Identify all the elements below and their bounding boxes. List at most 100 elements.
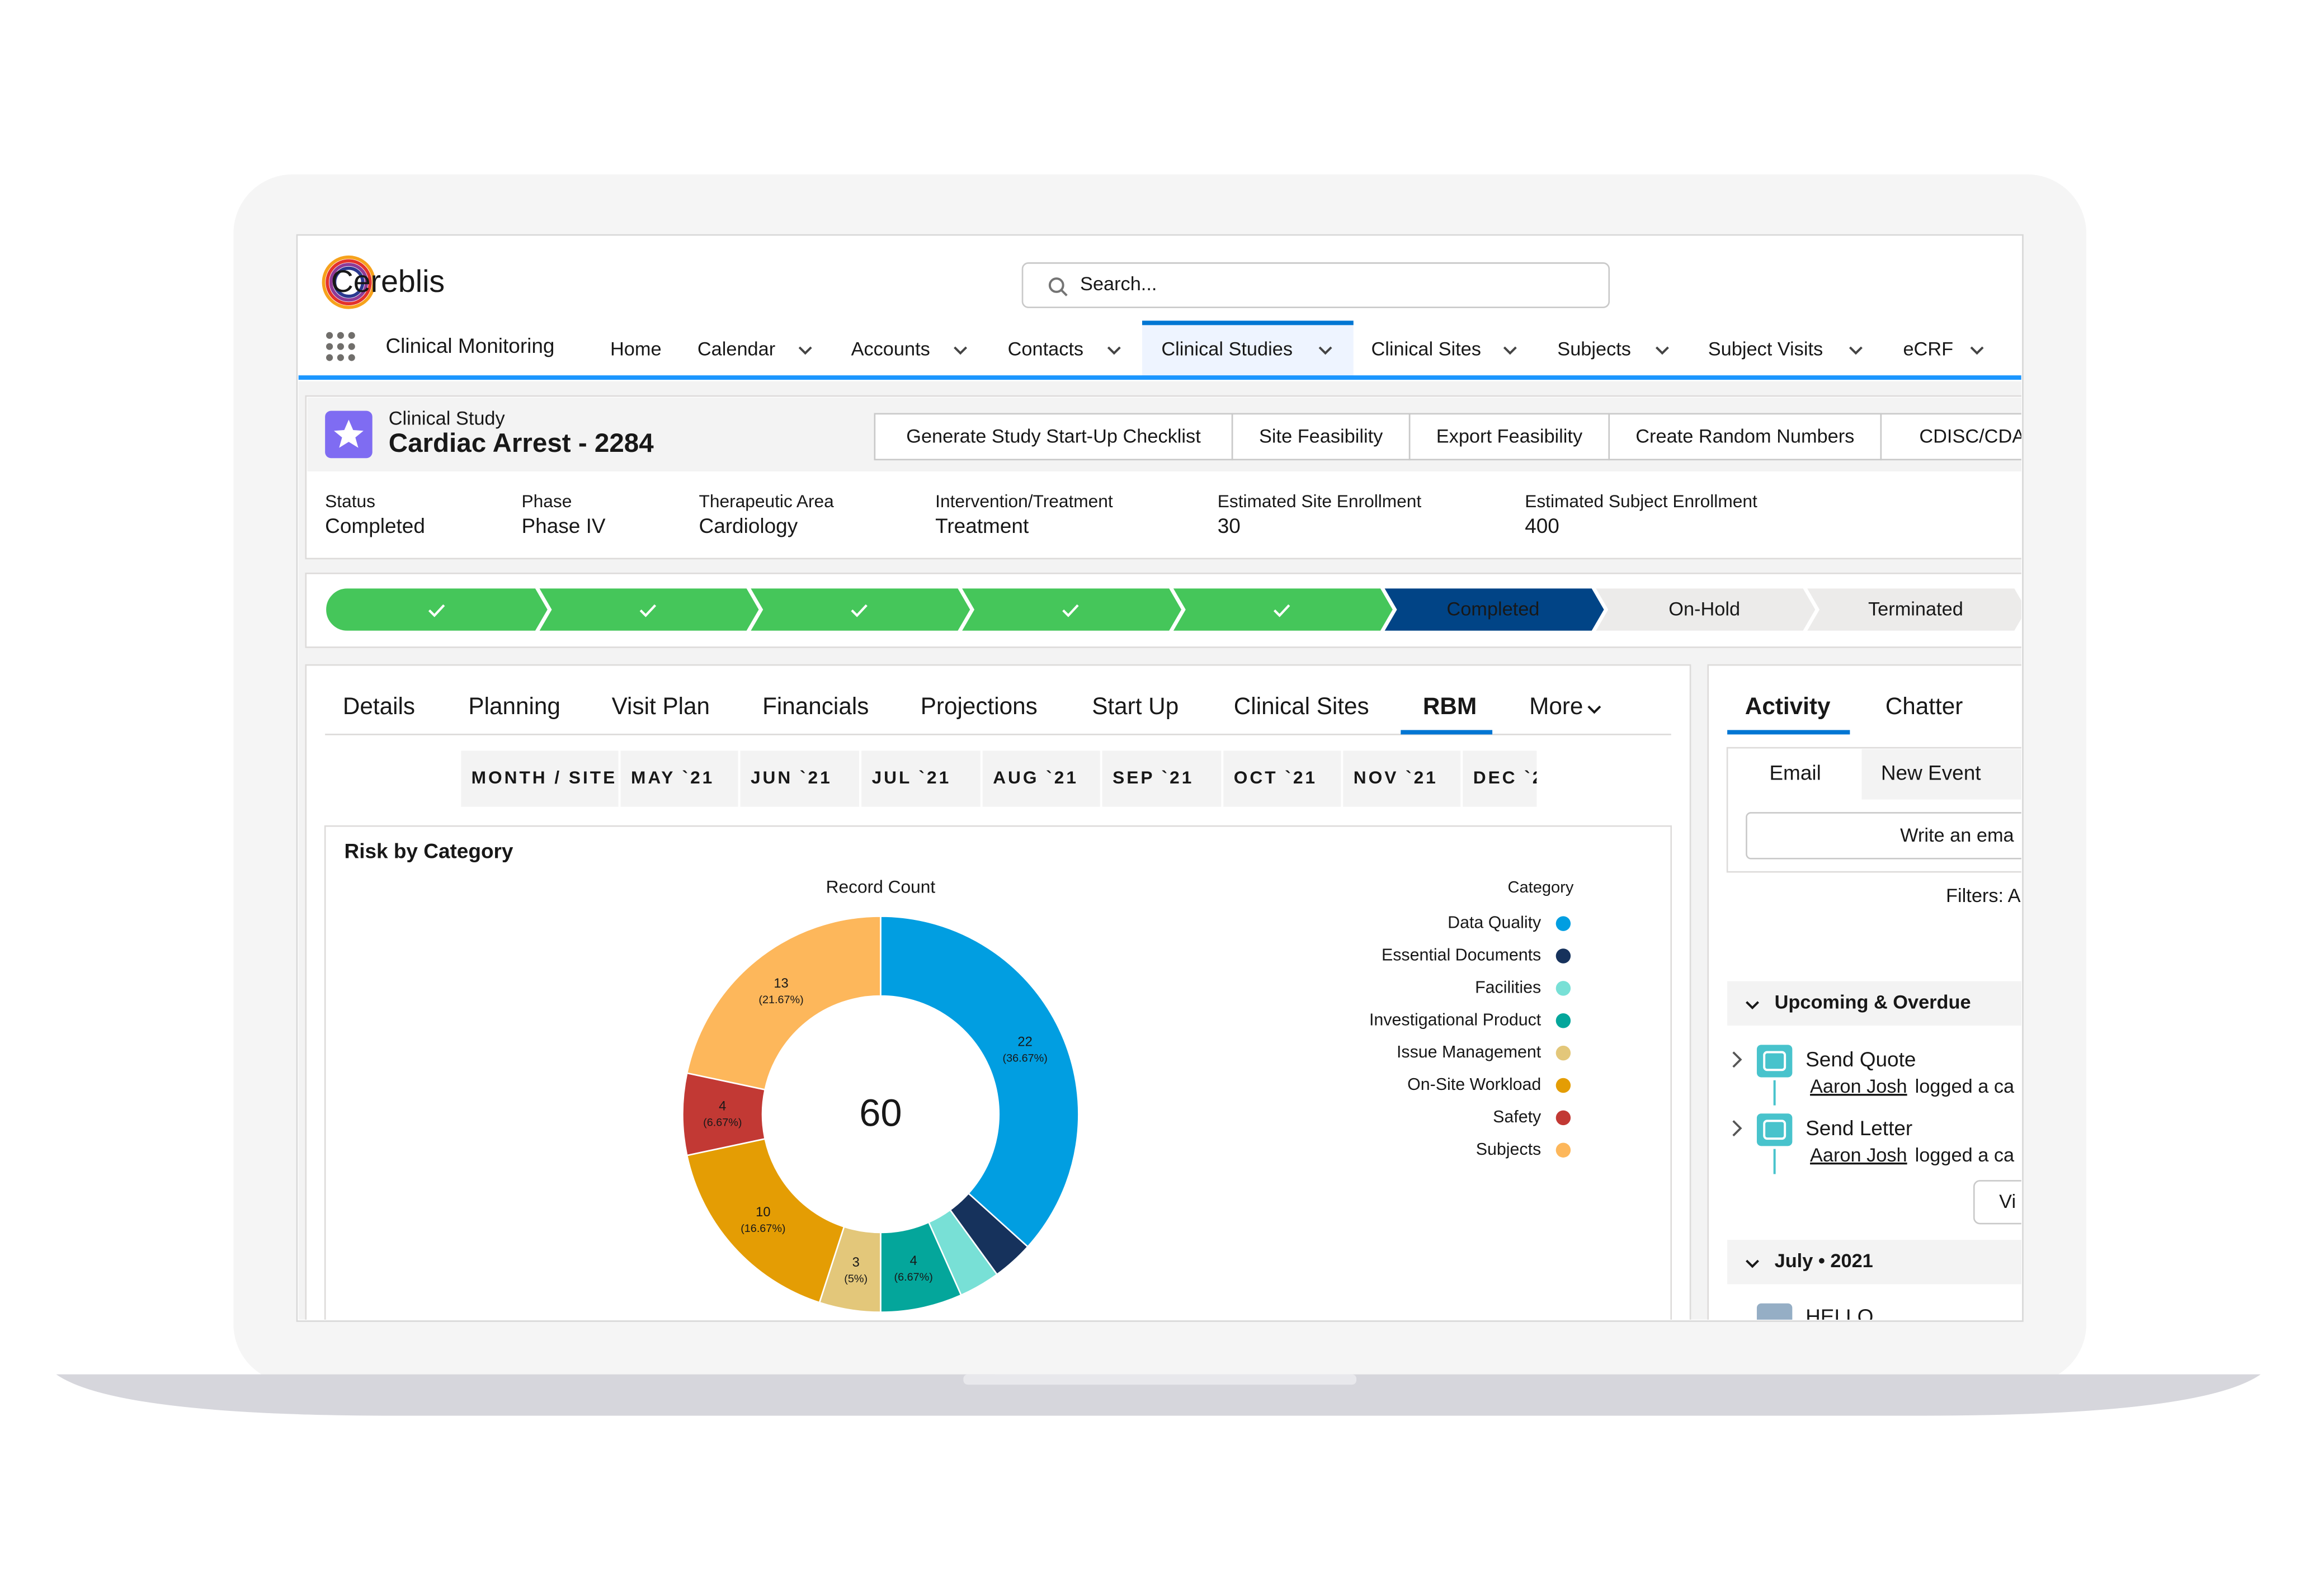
tab[interactable]: Start Up <box>1092 693 1179 719</box>
chevron-icon <box>1587 705 1601 714</box>
path-step[interactable] <box>1800 584 2029 635</box>
tab[interactable]: Visit Plan <box>612 693 710 719</box>
logo: Cereblis <box>331 264 445 299</box>
pie-slice[interactable] <box>686 915 882 1091</box>
app-launcher-dot[interactable] <box>326 354 333 361</box>
app-launcher-dot[interactable] <box>337 343 344 350</box>
timeline-label[interactable]: MONTH / SITE <box>472 767 618 787</box>
search-box[interactable] <box>1021 262 1610 308</box>
donut-total: 60 <box>859 1091 902 1134</box>
tab[interactable]: Clinical Sites <box>1234 693 1369 719</box>
slice-percent: (36.67%) <box>1002 1052 1047 1065</box>
legend-label: Safety <box>1493 1107 1542 1126</box>
view-button-label[interactable]: Vi <box>1999 1191 2016 1212</box>
nav-item[interactable]: Clinical Studies <box>1161 338 1293 360</box>
chart-title: Record Count <box>826 877 936 897</box>
field-value: Completed <box>325 514 425 537</box>
app-launcher-dot[interactable] <box>337 332 344 339</box>
search-icon <box>1060 289 1068 296</box>
item-who[interactable]: Aaron Josh <box>1810 1145 1907 1166</box>
action-label[interactable]: Create Random Numbers <box>1635 426 1854 447</box>
path-step-complete[interactable] <box>322 584 552 635</box>
chevron-icon <box>1318 346 1332 355</box>
tab[interactable]: More <box>1529 693 1583 719</box>
timeline-label[interactable]: JUN `21 <box>751 767 832 787</box>
app-launcher-dot[interactable] <box>326 332 333 339</box>
check-icon <box>851 604 868 617</box>
timeline-label[interactable]: SEP `21 <box>1113 767 1194 787</box>
compose-tab[interactable]: Email <box>1769 761 1821 784</box>
app-launcher-dot[interactable] <box>348 332 355 339</box>
field-value: Cardiology <box>699 514 798 537</box>
compose-tab[interactable]: New Event <box>1881 761 1981 784</box>
star-icon <box>334 419 364 448</box>
tab[interactable]: Financials <box>762 693 869 719</box>
timeline-cell <box>740 750 860 807</box>
pie-slice[interactable] <box>686 1137 845 1304</box>
action-label[interactable]: Site Feasibility <box>1259 426 1383 447</box>
action-label[interactable]: Export Feasibility <box>1436 426 1583 447</box>
path-step-complete[interactable] <box>955 584 1186 635</box>
timeline-label[interactable]: AUG `21 <box>993 767 1078 787</box>
nav-item[interactable]: Contacts <box>1008 338 1083 360</box>
field-label: Estimated Site Enrollment <box>1218 491 1422 511</box>
action-button[interactable] <box>1231 413 1411 461</box>
laptop-base <box>56 1374 2261 1416</box>
timeline-label[interactable]: OCT `21 <box>1234 767 1317 787</box>
legend-swatch <box>1555 1110 1571 1126</box>
app-launcher-dot[interactable] <box>337 354 344 361</box>
nav-item[interactable]: eCRF <box>1903 338 1953 360</box>
card-title: Risk by Category <box>345 840 513 863</box>
slice-percent: (6.67%) <box>894 1271 933 1283</box>
tab[interactable]: Details <box>343 693 415 719</box>
chevron-icon <box>798 346 812 355</box>
item-title[interactable]: Send Quote <box>1806 1048 1916 1071</box>
timeline-cell <box>982 750 1100 807</box>
timeline-label[interactable]: NOV `21 <box>1354 767 1438 787</box>
timeline-label[interactable]: DEC `21 <box>1473 767 1557 787</box>
item-who[interactable]: Aaron Josh <box>1810 1076 1907 1097</box>
tab[interactable]: Projections <box>921 693 1038 719</box>
path-step-complete[interactable] <box>744 584 975 635</box>
activity-tab[interactable]: Activity <box>1745 693 1831 719</box>
pie-slice[interactable] <box>880 915 1080 1248</box>
view-button[interactable] <box>1973 1180 2048 1225</box>
nav-item[interactable]: Clinical Sites <box>1371 338 1481 360</box>
tab[interactable]: RBM <box>1423 693 1477 719</box>
section-title: Upcoming & Overdue <box>1775 991 1971 1013</box>
item-title[interactable]: Send Letter <box>1806 1117 1912 1140</box>
nav-item[interactable]: Accounts <box>851 338 930 360</box>
timeline-label[interactable]: MAY `21 <box>631 767 714 787</box>
legend-label: Facilities <box>1475 978 1541 997</box>
path-step-label: On-Hold <box>1668 598 1740 620</box>
action-label[interactable]: Generate Study Start-Up Checklist <box>906 426 1201 447</box>
chevron-icon <box>1107 346 1121 355</box>
tab[interactable]: Planning <box>468 693 560 719</box>
timeline-cell <box>620 750 738 807</box>
active-nav-bg <box>1142 322 1354 377</box>
slice-value: 10 <box>756 1205 770 1220</box>
path-step-complete[interactable] <box>1167 584 1397 635</box>
field-label: Phase <box>522 491 572 511</box>
compose-input[interactable] <box>1746 812 2042 860</box>
nav-item[interactable]: Subjects <box>1557 338 1631 360</box>
nav-item[interactable]: Subject Visits <box>1708 338 1823 360</box>
app-launcher-dot[interactable] <box>326 343 333 350</box>
nav-item[interactable]: Home <box>610 338 662 360</box>
app-launcher-dot[interactable] <box>348 354 355 361</box>
legend-swatch <box>1555 1142 1571 1158</box>
item-title[interactable]: HELLO <box>1806 1305 1873 1328</box>
action-button[interactable] <box>874 413 1233 461</box>
path-step-complete[interactable] <box>533 584 763 635</box>
field-value: Treatment <box>935 514 1029 537</box>
legend-label: On-Site Workload <box>1407 1075 1541 1094</box>
timeline-label[interactable]: JUL `21 <box>872 767 951 787</box>
nav-item[interactable]: Calendar <box>697 338 775 360</box>
legend-swatch <box>1555 948 1571 964</box>
activity-tab[interactable]: Chatter <box>1886 693 1963 719</box>
app-launcher-dot[interactable] <box>348 343 355 350</box>
action-button[interactable] <box>1880 413 2068 461</box>
action-label[interactable]: CDISC/CDAS <box>1919 426 2038 447</box>
laptop-notch <box>963 1374 1357 1385</box>
